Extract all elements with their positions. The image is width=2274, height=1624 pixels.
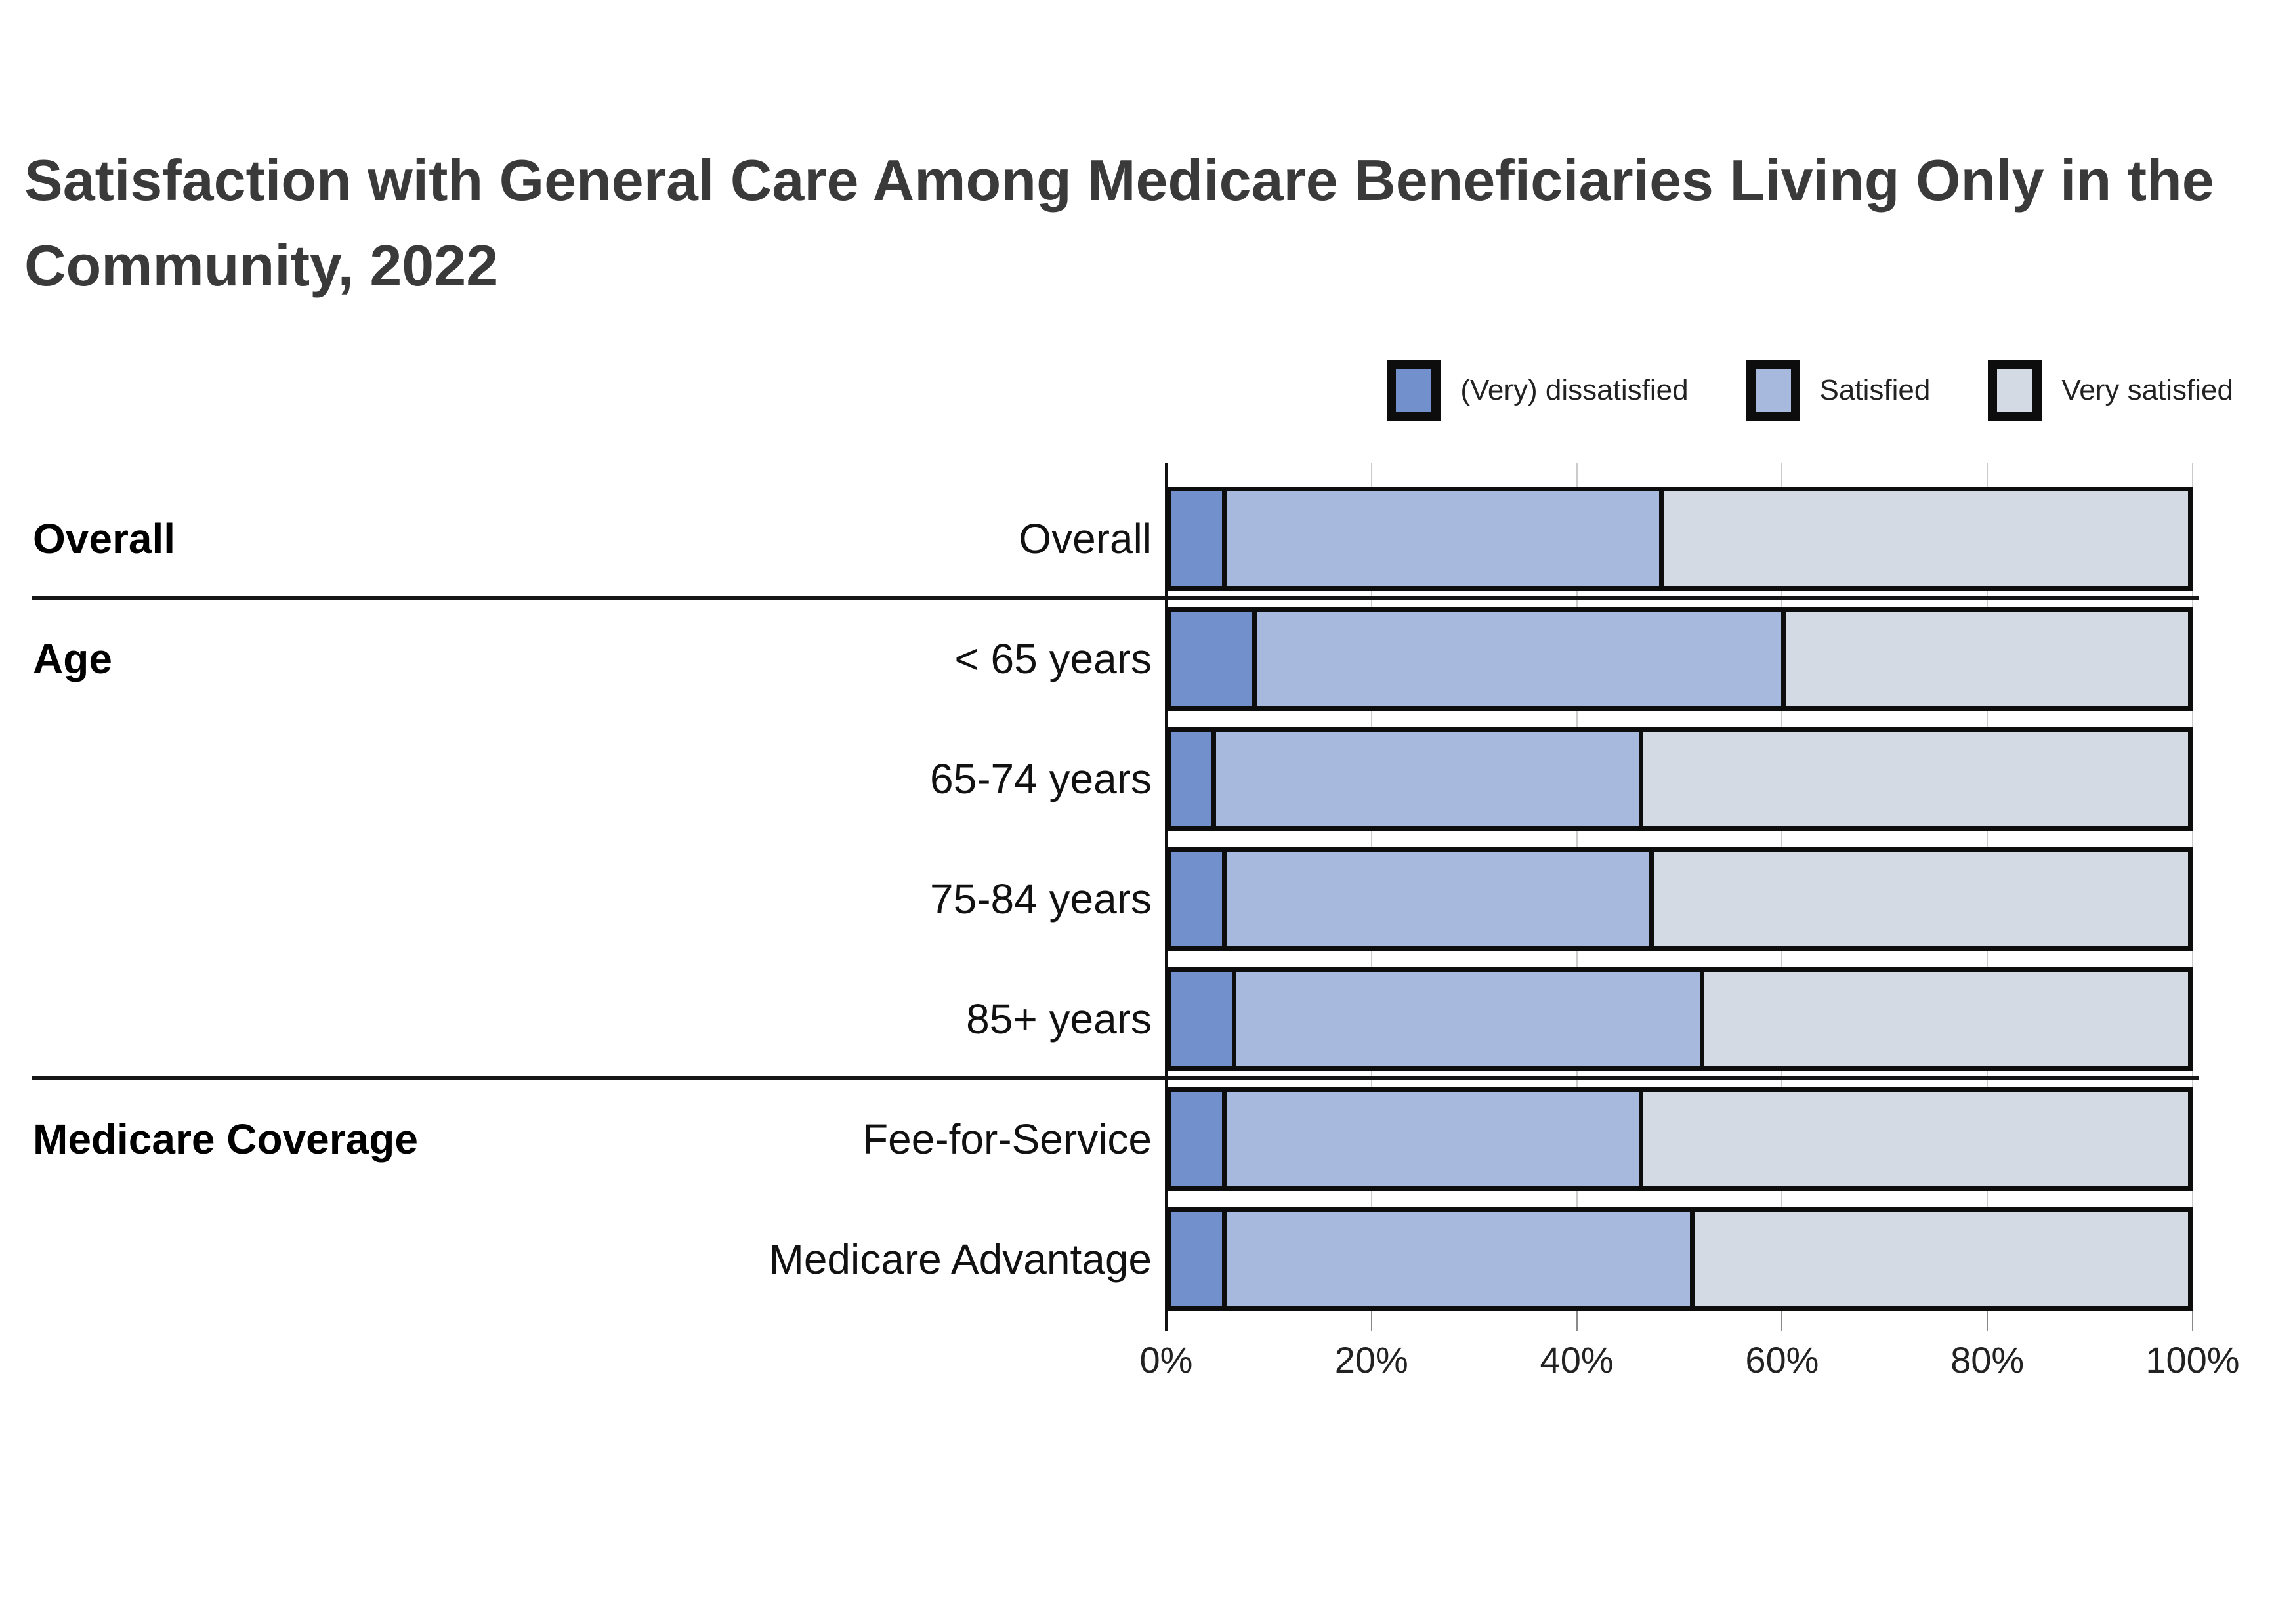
axis-tick-label: 80% [1950, 1339, 2025, 1381]
row-label: 85+ years [966, 995, 1152, 1043]
row-label: 75-84 years [930, 875, 1152, 923]
bar-segment-satisfied [1221, 1212, 1690, 1306]
legend-label: Satisfied [1819, 374, 1931, 406]
stacked-bar [1166, 727, 2193, 831]
axis-tick [2192, 1311, 2193, 1331]
bar-segment-very-satisfied [1689, 1212, 2188, 1306]
stacked-bar [1166, 607, 2193, 711]
legend-label: Very satisfied [2061, 374, 2233, 406]
stacked-bar [1166, 487, 2193, 591]
axis-tick [1987, 1311, 1989, 1331]
group-separator [32, 596, 2199, 600]
chart-title: Satisfaction with General Care Among Med… [24, 148, 2214, 298]
stacked-bar [1166, 847, 2193, 951]
bar-segment-dissatisfied [1171, 612, 1252, 706]
row-label: < 65 years [954, 635, 1152, 682]
group-label-overall: Overall [33, 515, 176, 562]
axis-tick-label: 60% [1745, 1339, 1819, 1381]
axis-tick [1370, 1311, 1372, 1331]
bar-segment-satisfied [1221, 852, 1649, 946]
axis-tick [1781, 1311, 1783, 1331]
group-separator [32, 1076, 2199, 1080]
bar-segment-dissatisfied [1171, 972, 1232, 1066]
legend-swatch [1746, 360, 1800, 421]
bar-segment-very-satisfied [1639, 732, 2188, 826]
row-label: Fee-for-Service [862, 1115, 1152, 1163]
axis-tick-label: 20% [1334, 1339, 1408, 1381]
bar-segment-satisfied [1221, 491, 1659, 586]
axis-tick-label: 100% [2145, 1339, 2240, 1381]
bar-segment-satisfied [1221, 1092, 1639, 1186]
axis-tick [1576, 1311, 1578, 1331]
bar-segment-very-satisfied [1781, 612, 2188, 706]
axis-tick-label: 40% [1540, 1339, 1614, 1381]
bar-segment-dissatisfied [1171, 732, 1211, 826]
bar-segment-dissatisfied [1171, 1212, 1222, 1306]
gridline [2192, 463, 2193, 1311]
bar-segment-very-satisfied [1659, 491, 2188, 586]
legend-item: (Very) dissatisfied [1387, 360, 1689, 421]
bar-segment-very-satisfied [1639, 1092, 2188, 1186]
row-label: Medicare Advantage [769, 1236, 1152, 1283]
group-label-medicare-coverage: Medicare Coverage [33, 1115, 418, 1163]
axis-tick-label: 0% [1139, 1339, 1193, 1381]
bar-segment-dissatisfied [1171, 491, 1222, 586]
bar-segment-very-satisfied [1649, 852, 2188, 946]
group-label-age: Age [33, 635, 112, 682]
stacked-bar [1166, 1087, 2193, 1191]
bar-segment-dissatisfied [1171, 852, 1222, 946]
legend: (Very) dissatisfied Satisfied Very satisfi… [1387, 360, 2233, 421]
legend-item: Very satisfied [1988, 360, 2233, 421]
legend-swatch [1387, 360, 1441, 421]
bar-segment-satisfied [1252, 612, 1781, 706]
row-label: Overall [1019, 515, 1152, 562]
legend-swatch [1988, 360, 2042, 421]
stacked-bar [1166, 1207, 2193, 1311]
bar-segment-very-satisfied [1700, 972, 2188, 1066]
row-label: 65-74 years [930, 755, 1152, 802]
stacked-bar [1166, 967, 2193, 1071]
bar-segment-dissatisfied [1171, 1092, 1222, 1186]
bar-segment-satisfied [1232, 972, 1700, 1066]
legend-label: (Very) dissatisfied [1460, 374, 1689, 406]
legend-item: Satisfied [1746, 360, 1931, 421]
bar-segment-satisfied [1211, 732, 1639, 826]
